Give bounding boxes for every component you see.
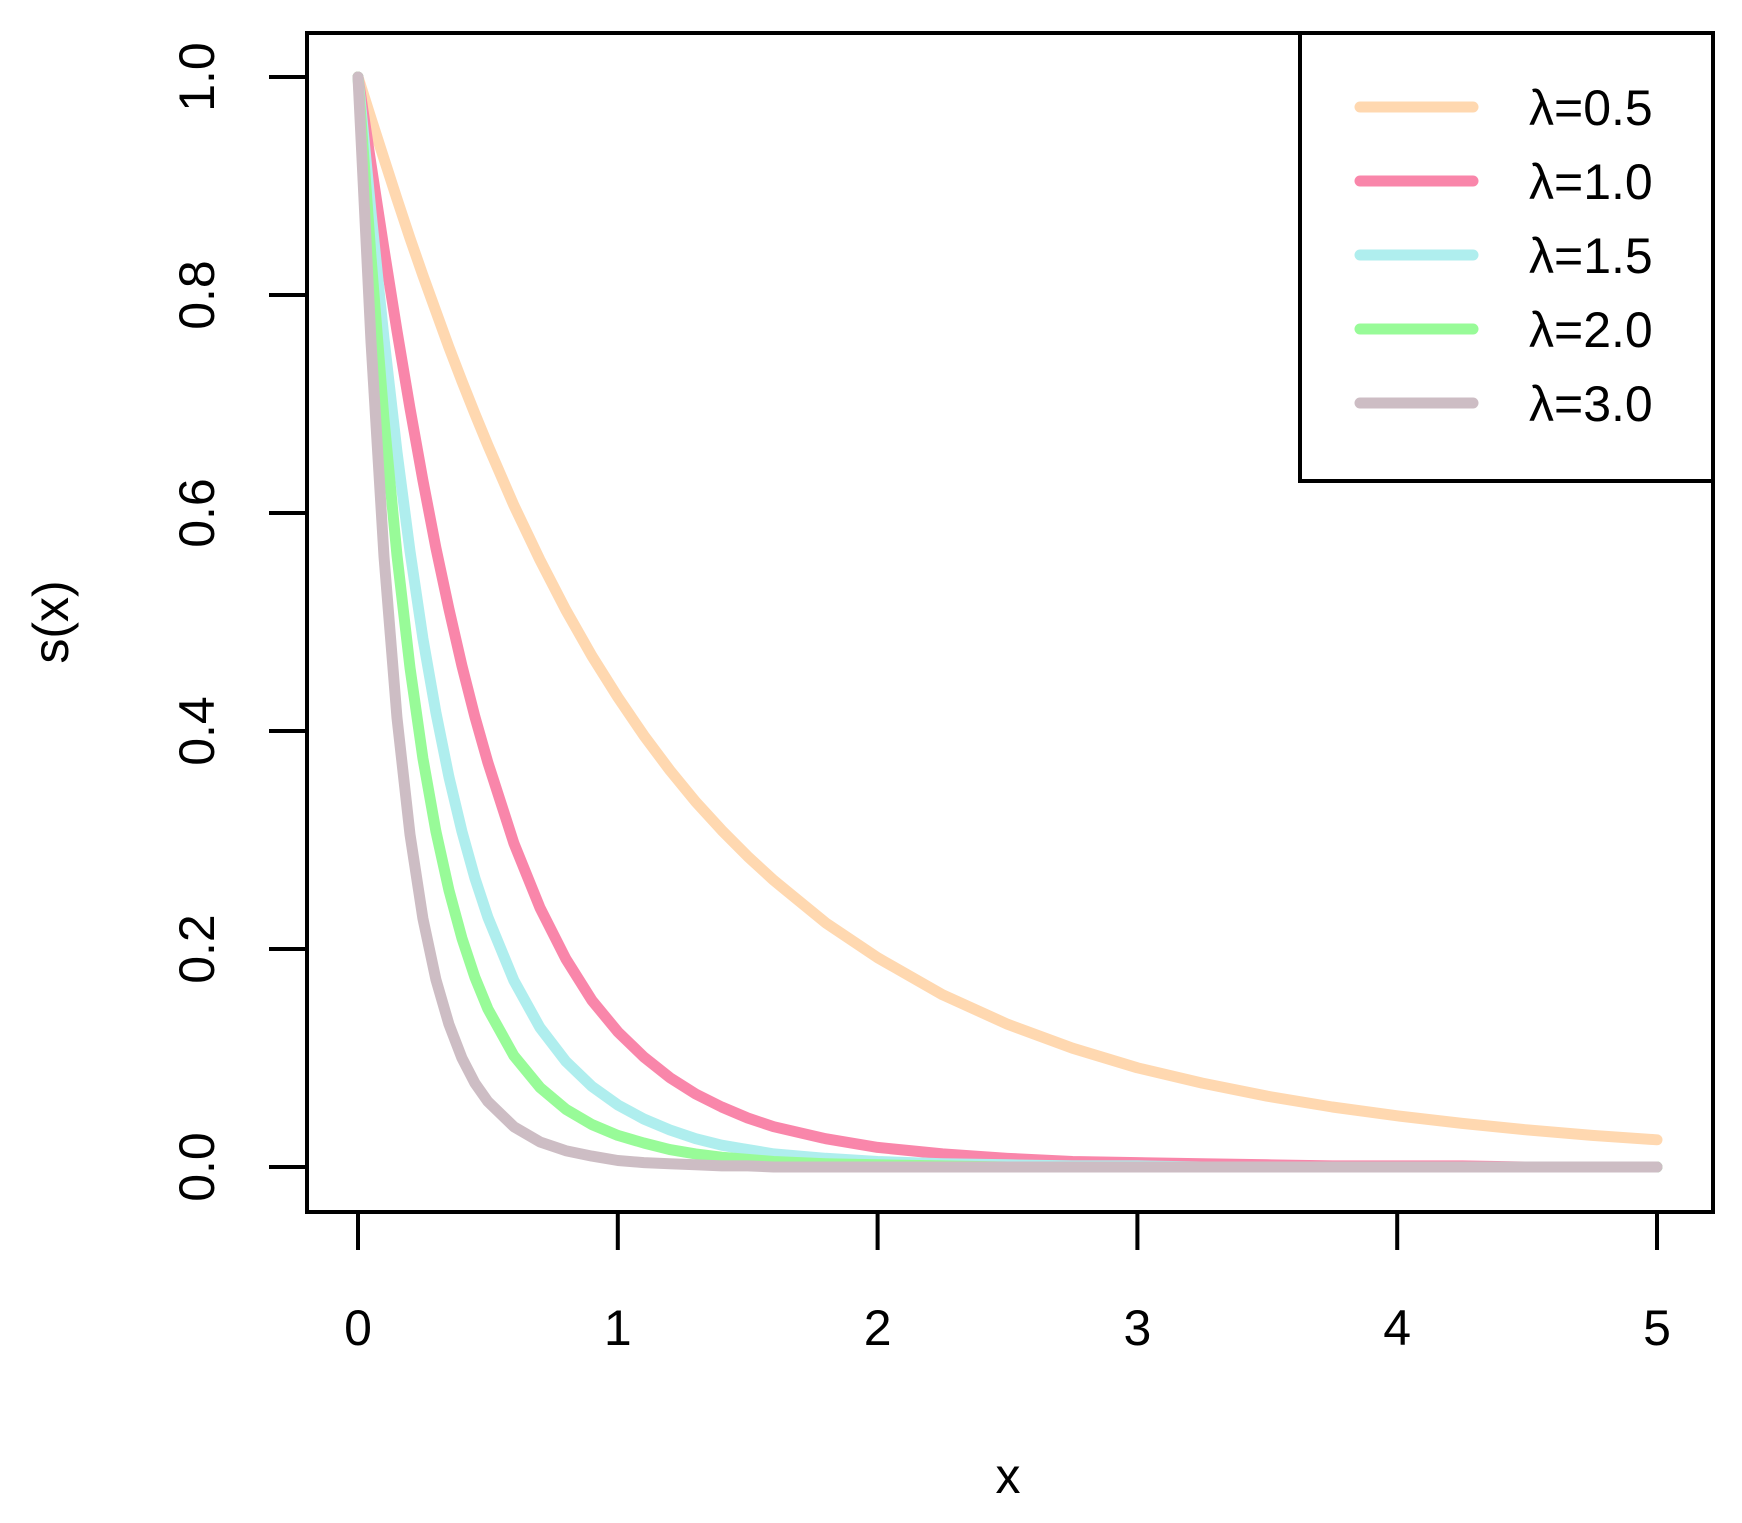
x-tick-label: 5 — [1643, 1300, 1671, 1356]
legend-label-2: λ=1.0 — [1529, 154, 1653, 210]
x-axis: 0 1 2 3 4 5 — [344, 1210, 1671, 1356]
y-tick-label: 1.0 — [169, 42, 225, 112]
legend-label-4: λ=2.0 — [1529, 302, 1653, 358]
x-tick-label: 0 — [344, 1300, 372, 1356]
legend-label-5: λ=3.0 — [1529, 376, 1653, 432]
x-axis-title: x — [996, 1448, 1021, 1504]
legend-label-3: λ=1.5 — [1529, 228, 1653, 284]
x-tick-label: 3 — [1123, 1300, 1151, 1356]
y-tick-label: 0.8 — [169, 260, 225, 330]
y-axis: 0.0 0.2 0.4 0.6 0.8 1.0 — [169, 42, 309, 1202]
x-tick-label: 1 — [604, 1300, 632, 1356]
y-tick-label: 0.0 — [169, 1132, 225, 1202]
series-line-5 — [352, 71, 1663, 1173]
x-tick-label: 4 — [1383, 1300, 1411, 1356]
series-layer — [352, 71, 1663, 1173]
series-line-1 — [352, 71, 1663, 1146]
y-axis-title: s(x) — [23, 580, 79, 663]
y-tick-label: 0.4 — [169, 696, 225, 766]
y-tick-label: 0.2 — [169, 914, 225, 984]
x-tick-label: 2 — [864, 1300, 892, 1356]
legend: λ=0.5 λ=1.0 λ=1.5 λ=2.0 λ=3.0 — [1298, 31, 1715, 483]
y-tick-label: 0.6 — [169, 478, 225, 548]
legend-label-1: λ=0.5 — [1529, 80, 1653, 136]
